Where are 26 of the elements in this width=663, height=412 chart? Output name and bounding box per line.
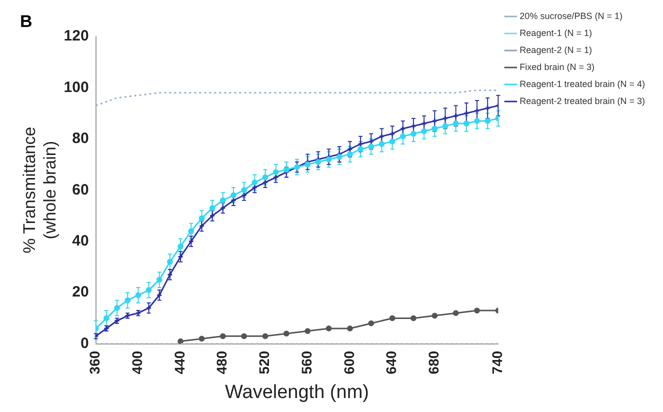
y-tick-label: 0 <box>80 334 89 352</box>
y-tick-label: 40 <box>72 232 89 250</box>
x-tick-label: 600 <box>340 350 357 374</box>
x-tick-label: 480 <box>214 350 230 374</box>
x-axis-title: Wavelength (nm) <box>225 382 369 403</box>
y-tick-label: 60 <box>72 181 89 198</box>
x-tick-label: 360 <box>86 350 103 374</box>
legend-label: Reagent-1 (N = 1) <box>520 28 592 38</box>
y-tick-label: 80 <box>72 130 89 148</box>
y-axis-title: % Transmittance (whole brain) <box>20 126 60 254</box>
y-tick-label: 120 <box>64 28 89 45</box>
x-tick-label: 400 <box>129 350 146 374</box>
x-tick-label: 740 <box>489 350 506 374</box>
legend-label: Fixed brain (N = 3) <box>520 62 594 72</box>
y-tick-label: 20 <box>72 284 89 301</box>
legend-label: Reagent-2 treated brain (N = 3) <box>520 96 646 106</box>
chart-title: B <box>20 12 32 31</box>
x-tick-label: 440 <box>171 350 188 374</box>
x-tick-label: 640 <box>383 350 400 374</box>
y-tick-label: 100 <box>64 78 89 96</box>
legend-label: Reagent-2 (N = 1) <box>520 44 592 55</box>
x-tick-label: 560 <box>298 350 314 374</box>
x-tick-label: 680 <box>426 350 442 374</box>
x-tick-label: 520 <box>256 350 272 374</box>
legend-label: 20% sucrose/PBS (N = 1) <box>520 10 622 21</box>
legend-label: Reagent-1 treated brain (N = 4) <box>520 78 646 89</box>
